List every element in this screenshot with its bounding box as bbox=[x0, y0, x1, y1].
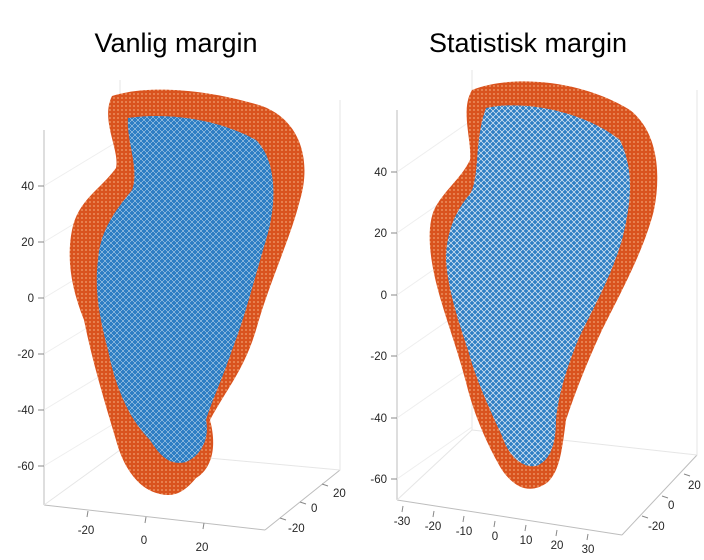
x-tick: -20 bbox=[425, 521, 442, 533]
x-tick: 0 bbox=[141, 535, 147, 547]
y-tick: -20 bbox=[288, 523, 305, 535]
x-axis-ticks: -20 0 20 bbox=[78, 510, 209, 554]
panel-statistisk-margin: Statistisk margin bbox=[352, 0, 704, 560]
z-tick: 40 bbox=[21, 181, 34, 193]
x-tick: 30 bbox=[582, 544, 595, 556]
x-tick: -20 bbox=[78, 525, 95, 537]
y-tick: 20 bbox=[333, 488, 346, 500]
x-tick: -30 bbox=[394, 516, 411, 528]
y-tick: 0 bbox=[668, 500, 674, 512]
y-tick: 20 bbox=[688, 480, 701, 492]
z-tick: -40 bbox=[17, 405, 34, 417]
inner-volume-shape bbox=[446, 105, 630, 467]
z-tick: 20 bbox=[21, 237, 34, 249]
panel-vanlig-margin: Vanlig margin bbox=[17, 28, 346, 554]
z-tick: 40 bbox=[374, 167, 387, 179]
z-tick: -20 bbox=[370, 351, 387, 363]
z-axis-ticks: 40 20 0 -20 -40 -60 bbox=[17, 181, 44, 473]
3d-plot: 40 20 0 -20 -40 -60 -30 -20 -10 0 10 20 … bbox=[370, 70, 701, 556]
inner-volume-shape bbox=[96, 116, 274, 463]
y-axis-ticks: 20 0 -20 bbox=[279, 483, 346, 535]
x-axis-ticks: -30 -20 -10 0 10 20 30 bbox=[394, 505, 595, 556]
z-tick: 20 bbox=[374, 228, 387, 240]
x-tick: 20 bbox=[551, 540, 564, 552]
z-tick: -60 bbox=[370, 474, 387, 486]
y-tick: 0 bbox=[311, 503, 317, 515]
z-tick: -20 bbox=[17, 349, 34, 361]
z-tick: 0 bbox=[381, 290, 387, 302]
x-tick: 20 bbox=[196, 542, 209, 554]
z-axis-ticks: 40 20 0 -20 -40 -60 bbox=[370, 167, 397, 486]
x-tick: -10 bbox=[456, 526, 473, 538]
z-tick: -40 bbox=[370, 413, 387, 425]
panel-title: Vanlig margin bbox=[94, 28, 258, 58]
x-tick: 10 bbox=[520, 535, 533, 547]
y-tick: -20 bbox=[648, 521, 665, 533]
z-tick: -60 bbox=[17, 461, 34, 473]
x-tick: 0 bbox=[492, 531, 498, 543]
3d-plot: 40 20 0 -20 -40 -60 -20 0 20 20 0 -20 bbox=[17, 80, 346, 554]
z-tick: 0 bbox=[28, 293, 34, 305]
panel-title: Statistisk margin bbox=[428, 28, 628, 58]
y-axis-ticks: 20 0 -20 bbox=[641, 473, 701, 533]
